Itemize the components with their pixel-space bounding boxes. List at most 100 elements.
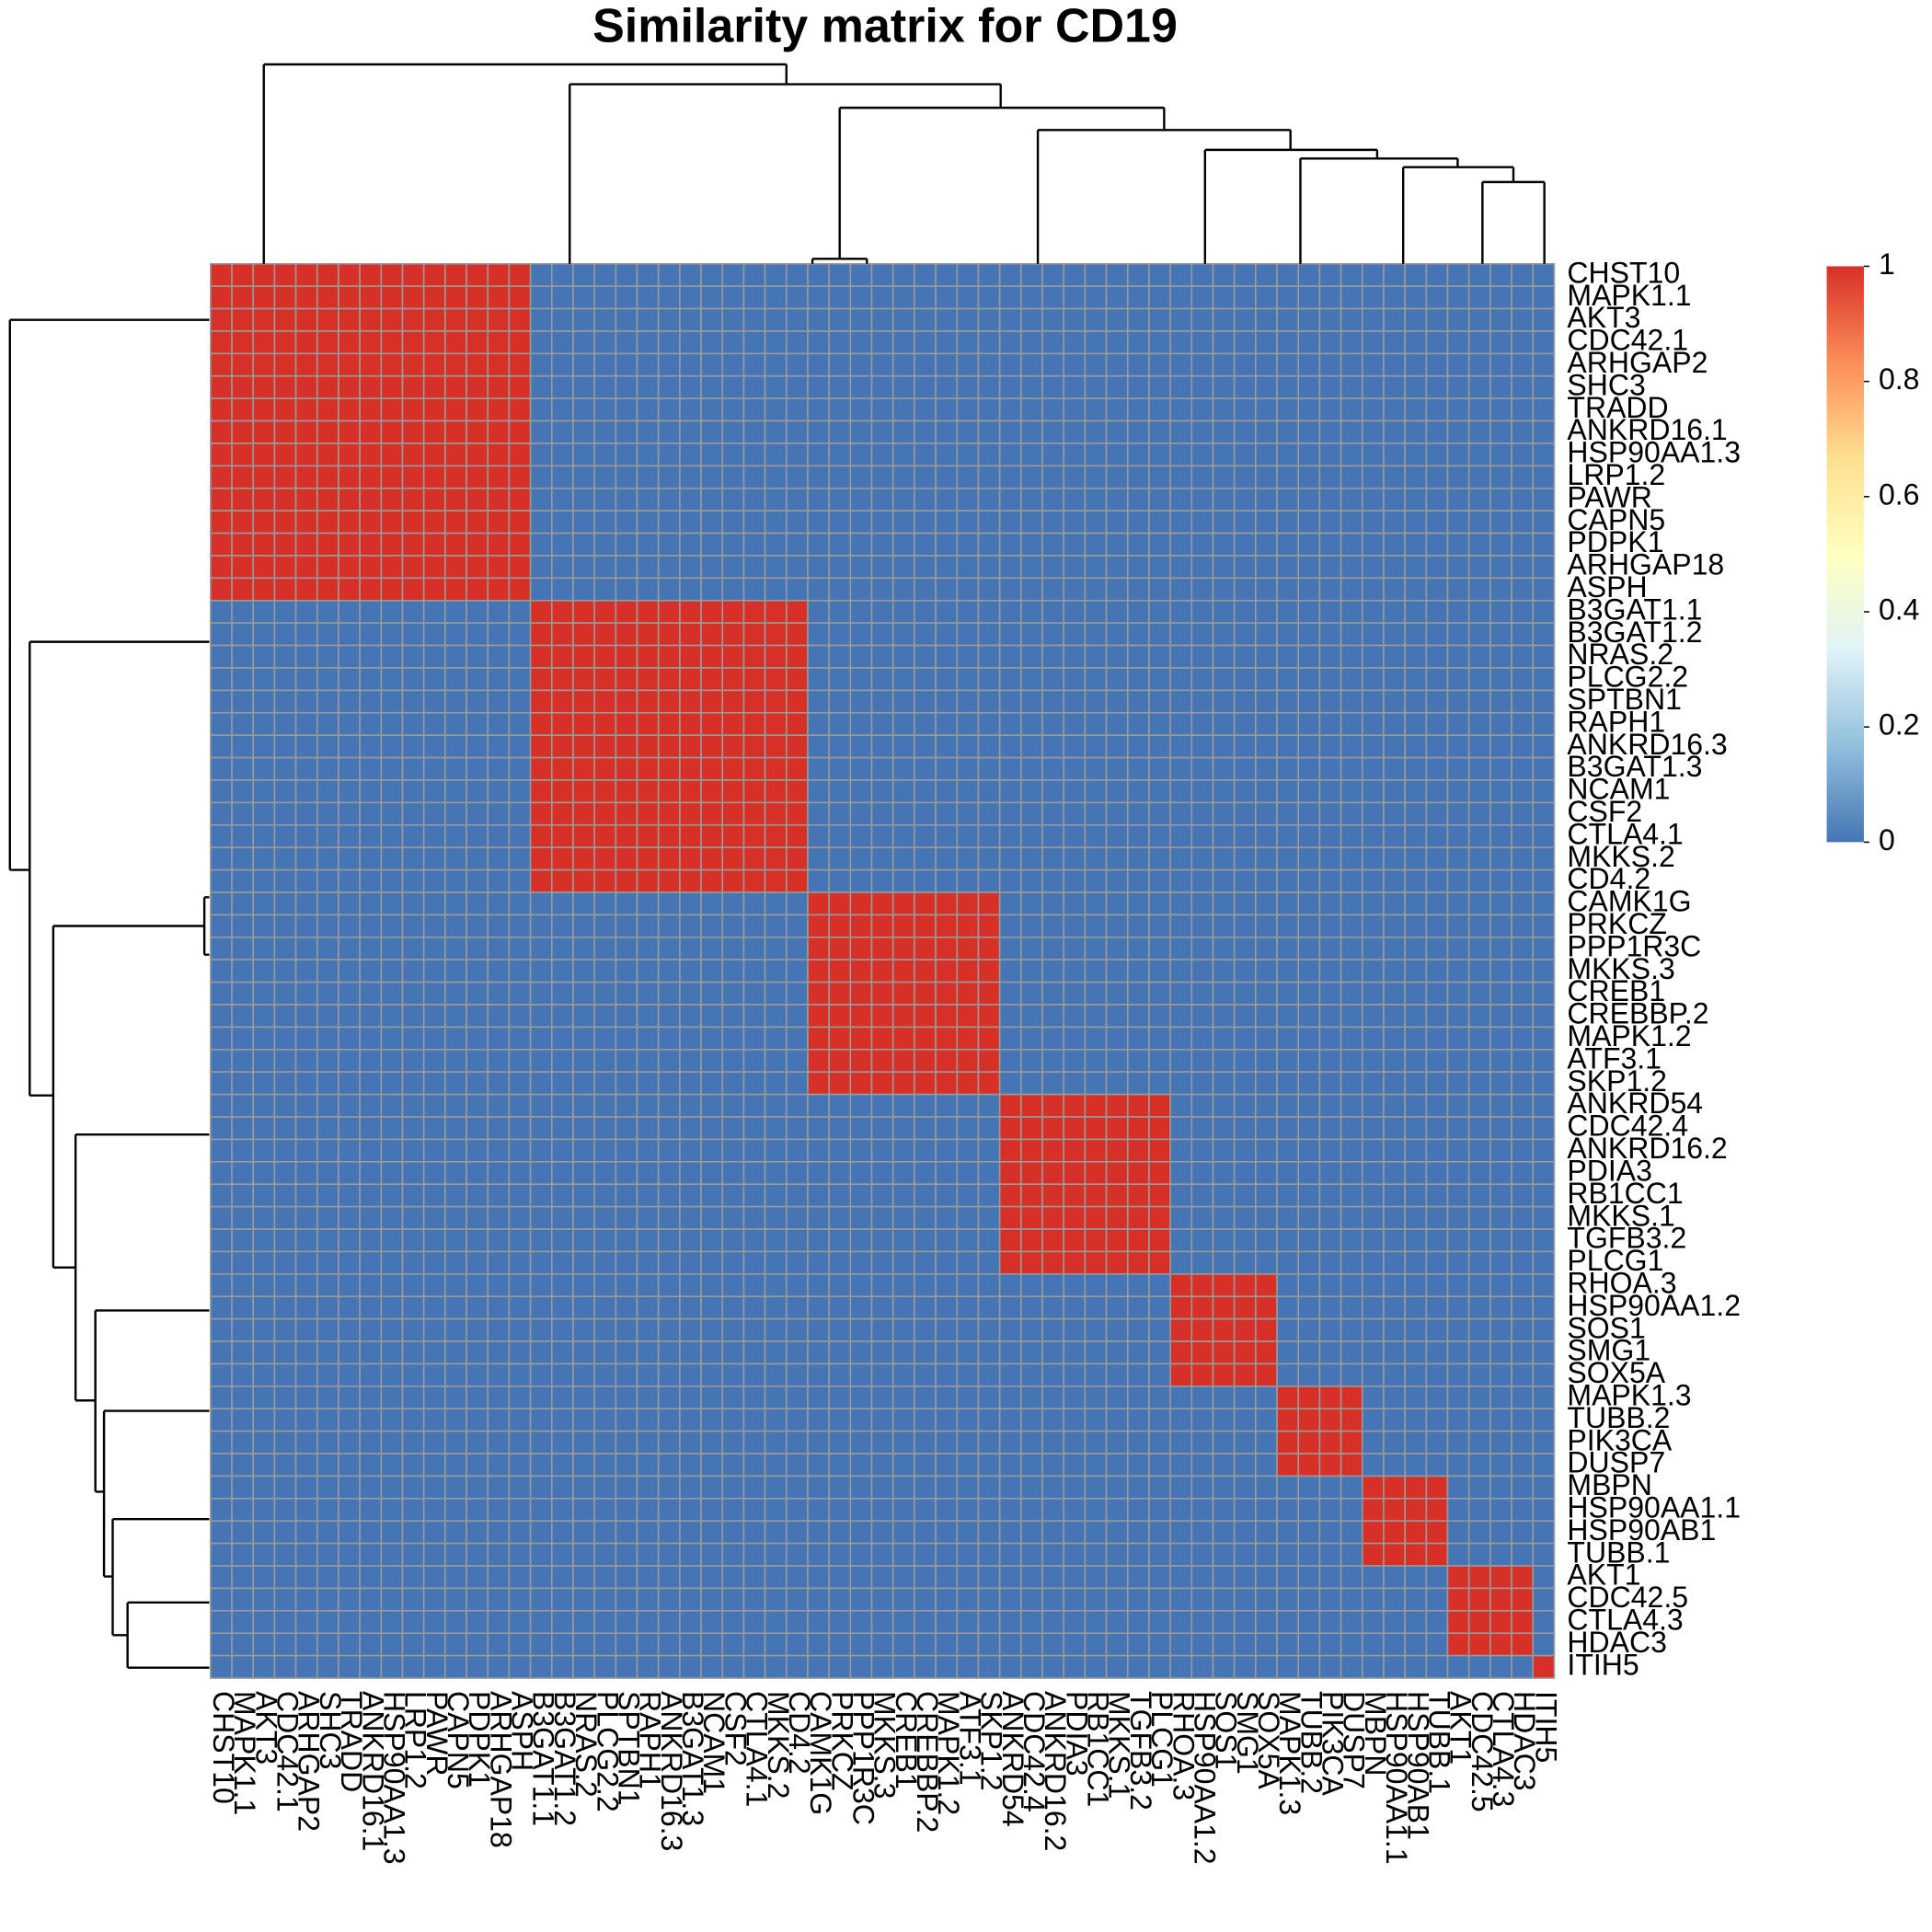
heatmap-cell [615,1250,638,1275]
heatmap-cell [1446,1565,1470,1590]
heatmap-cell [786,1386,809,1410]
heatmap-cell [1126,465,1150,489]
heatmap-cell [380,644,404,669]
heatmap-cell [1105,1430,1129,1455]
heatmap-cell [210,823,233,848]
heatmap-cell [508,1430,532,1455]
heatmap-cell [316,1093,339,1118]
column-label: PAWR [420,1691,454,1776]
heatmap-cell [1169,1026,1193,1051]
heatmap-cell [294,981,318,1006]
heatmap-cell [444,1048,467,1073]
heatmap-cell [487,1048,511,1073]
heatmap-cell [1041,1565,1064,1590]
heatmap-cell [742,1048,766,1073]
heatmap-cell [1297,465,1321,489]
heatmap-cell [1425,756,1449,781]
heatmap-cell [316,1430,339,1455]
heatmap-cell [1276,1632,1300,1657]
heatmap-cell [487,397,511,422]
heatmap-cell [870,1520,894,1545]
heatmap-cell [615,532,638,557]
heatmap-cell [1233,846,1257,871]
heatmap-cell [1532,532,1556,557]
heatmap-cell [1532,330,1556,355]
row-label: AKT3 [1567,301,1640,334]
heatmap-cell [849,1340,873,1365]
heatmap-cell [636,959,660,983]
row-label: ASPH [1567,570,1647,604]
heatmap-cell [1084,1183,1108,1208]
heatmap-cell [956,1183,980,1208]
column-label: LRP1.2 [399,1691,432,1789]
heatmap-cell [1169,1071,1193,1096]
heatmap-cell [1255,1295,1278,1320]
heatmap-cell [849,1408,873,1432]
column-label: SMG1 [1231,1691,1264,1775]
heatmap-cell [1190,420,1214,444]
heatmap-cell [721,1340,745,1365]
heatmap-cell [1318,577,1342,602]
heatmap-cell [1446,891,1470,916]
heatmap-cell [1041,1520,1064,1545]
heatmap-cell [956,1273,980,1298]
heatmap-cell [1511,1565,1535,1590]
heatmap-cell [1020,868,1043,893]
heatmap-cell [444,689,467,714]
heatmap-cell [316,1453,339,1478]
heatmap-cell [359,1004,383,1029]
heatmap-cell [1255,891,1278,916]
heatmap-cell [252,1116,276,1141]
heatmap-cell [231,689,255,714]
heatmap-cell [316,1565,339,1590]
heatmap-cell [1255,1250,1278,1275]
heatmap-cell [252,1363,276,1387]
heatmap-cell [786,622,809,647]
heatmap-cell [252,1228,276,1253]
heatmap-cell [1404,1295,1428,1320]
heatmap-cell [1318,1048,1342,1073]
heatmap-cell [529,555,553,580]
heatmap-cell [636,307,660,332]
heatmap-cell [636,510,660,535]
heatmap-cell [1276,510,1300,535]
heatmap-cell [1297,555,1321,580]
heatmap-cell [1276,1453,1300,1478]
heatmap-cell [1318,443,1342,467]
heatmap-cell [1169,1116,1193,1141]
heatmap-cell [849,734,873,759]
heatmap-cell [1148,891,1171,916]
heatmap-cell [700,285,724,310]
heatmap-cell [1212,689,1236,714]
heatmap-cell [1148,981,1171,1006]
heatmap-cell [998,510,1022,535]
heatmap-cell [1361,555,1385,580]
heatmap-cell [1340,1475,1363,1500]
heatmap-cell [786,307,809,332]
heatmap-cell [849,307,873,332]
heatmap-cell [231,262,255,287]
heatmap-cell [1532,936,1556,960]
heatmap-cell [380,1071,404,1096]
heatmap-cell [1276,868,1300,893]
heatmap-cell [1148,1654,1171,1679]
heatmap-cell [1126,1071,1150,1096]
heatmap-cell [1532,868,1556,893]
heatmap-cell [401,891,425,916]
heatmap-cell [593,981,617,1006]
heatmap-cell [977,532,1001,557]
heatmap-cell [316,1116,339,1141]
heatmap-cell [593,307,617,332]
heatmap-cell [466,1295,489,1320]
heatmap-cell [870,823,894,848]
heatmap-cell [807,1048,830,1073]
heatmap-cell [870,1408,894,1432]
heatmap-cell [1212,1295,1236,1320]
heatmap-cell [1255,823,1278,848]
heatmap-cell [679,487,702,512]
heatmap-cell [210,1565,233,1590]
heatmap-cell [870,1654,894,1679]
heatmap-cell [1340,801,1363,826]
heatmap-cell [700,1654,724,1679]
heatmap-cell [1318,1498,1342,1523]
